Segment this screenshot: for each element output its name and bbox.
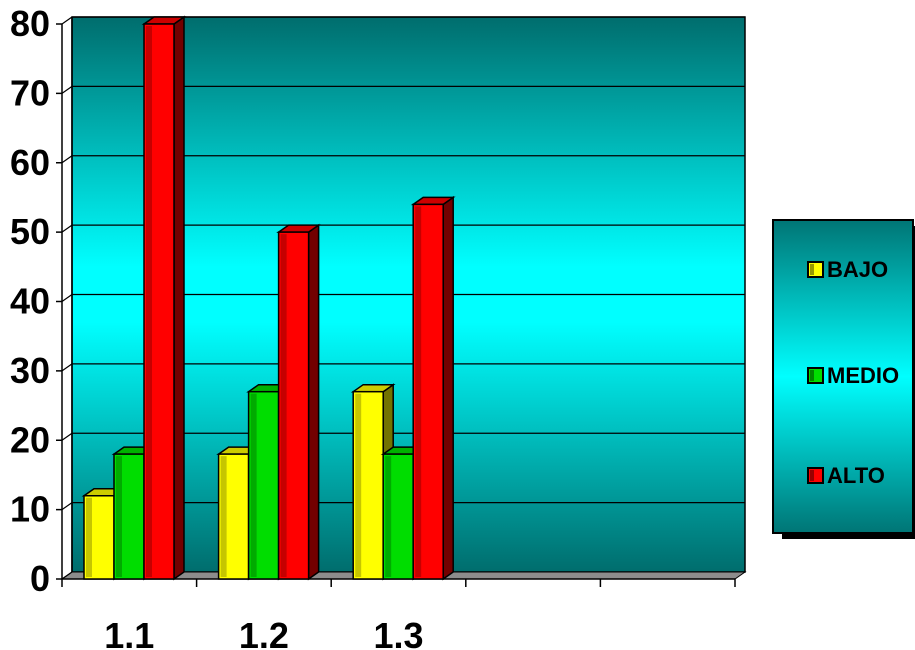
gridline-depth (61, 224, 73, 233)
legend-item-medio: MEDIO (807, 363, 899, 388)
legend-label: ALTO (827, 463, 885, 488)
plot-area: 0 10 20 30 40 50 60 70 80 1.1 1.2 1.3 (10, 3, 747, 650)
y-tick-label: 0 (30, 558, 50, 599)
x-axis: 1.1 1.2 1.3 (61, 578, 736, 650)
y-tick-label: 40 (10, 281, 50, 322)
gridline-depth (61, 85, 73, 94)
x-tick-label: 1.1 (104, 615, 154, 650)
gridline-depth (61, 432, 73, 441)
bar-alto-1.3 (410, 195, 456, 581)
gridline-depth (61, 16, 73, 25)
gridline-depth (61, 294, 73, 302)
y-tick-label: 70 (10, 72, 50, 113)
bar-alto-1.2 (276, 223, 321, 581)
y-tick-label: 30 (10, 350, 50, 391)
legend-item-bajo: BAJO (807, 257, 888, 282)
x-tick-label: 1.2 (239, 615, 289, 650)
y-tick-label: 20 (10, 419, 50, 460)
bars (81, 15, 456, 581)
bar-alto-1.1 (141, 15, 187, 581)
x-tick-label: 1.3 (373, 615, 423, 650)
y-tick-label: 50 (10, 211, 50, 252)
y-tick-label: 10 (10, 489, 50, 530)
gridline-depth (61, 363, 73, 372)
gridline-depth (61, 155, 73, 164)
legend-swatch-shade (810, 370, 814, 381)
legend-item-alto: ALTO (807, 463, 885, 488)
y-tick-label: 80 (10, 3, 50, 44)
gridline-depth (61, 502, 73, 511)
legend-swatch-shade (810, 470, 814, 481)
legend-label: BAJO (827, 257, 888, 282)
gridline-depth (61, 571, 73, 580)
legend-swatch-shade (810, 264, 814, 275)
legend-label: MEDIO (827, 363, 899, 388)
legend-box (772, 219, 914, 534)
y-axis: 0 10 20 30 40 50 60 70 80 (10, 3, 73, 599)
y-tick-label: 60 (10, 142, 50, 183)
legend: BAJO MEDIO ALTO (772, 219, 915, 539)
